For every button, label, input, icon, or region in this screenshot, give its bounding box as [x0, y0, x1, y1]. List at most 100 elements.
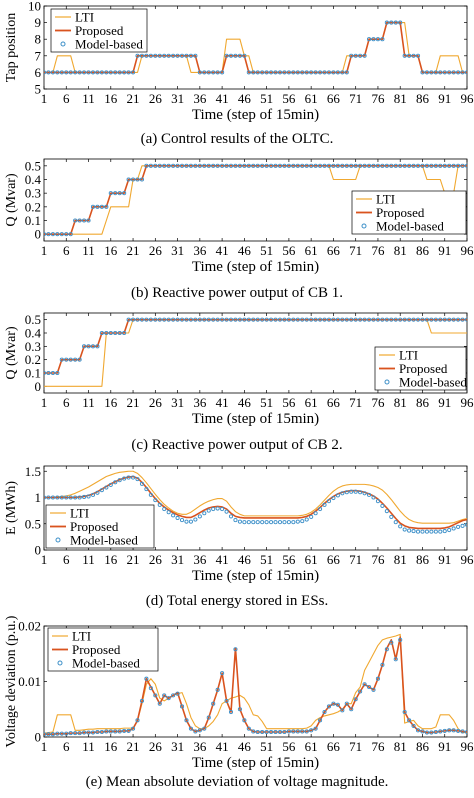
x-tick-label: 1	[41, 395, 48, 410]
x-tick-label: 86	[416, 552, 430, 567]
x-tick-label: 16	[104, 739, 118, 754]
data-point-model-based	[371, 687, 376, 692]
data-point-model-based	[326, 317, 332, 322]
data-point-model-based	[442, 70, 447, 75]
data-point-model-based	[104, 330, 109, 336]
data-point-model-based	[242, 520, 247, 525]
data-point-model-based	[44, 732, 47, 737]
series-group	[44, 20, 467, 75]
data-point-model-based	[260, 317, 265, 322]
data-point-model-based	[353, 697, 358, 702]
data-point-model-based	[366, 163, 372, 168]
data-point-model-based	[224, 509, 229, 514]
legend-label: Model-based	[75, 37, 143, 52]
data-point-model-based	[144, 53, 149, 58]
y-tick-label: 1	[35, 490, 42, 505]
data-point-model-based	[442, 529, 447, 534]
x-tick-label: 96	[461, 739, 474, 754]
data-point-model-based	[175, 515, 180, 521]
data-point-model-based	[433, 317, 438, 322]
data-point-model-based	[273, 520, 278, 525]
data-point-model-based	[322, 502, 327, 507]
chart-panel-4: 1 6 11 16 21 26 31 36 41 46 51 56 61 66 71 76 81 86 91 9600…	[4, 464, 474, 609]
data-point-model-based	[269, 317, 274, 322]
x-tick-label: 36	[193, 395, 207, 410]
data-point-model-based	[407, 718, 412, 723]
data-point-model-based	[273, 317, 278, 322]
data-point-model-based	[59, 70, 64, 75]
data-point-model-based	[300, 729, 305, 734]
data-point-model-based	[99, 70, 104, 75]
y-tick-label: 0.02	[18, 619, 41, 634]
data-point-model-based	[433, 729, 438, 735]
data-point-model-based	[73, 495, 78, 500]
chart-panel-1: 1 6 11 16 21 26 31 36 41 46 51 56 61 66 71 76 81 86 91 9656…	[4, 0, 474, 147]
data-point-model-based	[393, 657, 398, 662]
data-point-model-based	[464, 729, 467, 735]
data-point-model-based	[90, 204, 96, 209]
x-tick-label: 46	[238, 91, 252, 106]
y-tick-label: 0.5	[25, 516, 41, 531]
data-point-model-based	[220, 317, 225, 322]
data-point-model-based	[411, 163, 416, 168]
data-point-model-based	[318, 70, 323, 75]
x-tick-label: 81	[394, 395, 407, 410]
data-point-model-based	[291, 729, 296, 734]
data-point-model-based	[175, 317, 180, 322]
data-point-model-based	[304, 517, 309, 522]
data-point-model-based	[282, 729, 287, 735]
y-tick-label: 0.4	[25, 172, 42, 187]
data-point-model-based	[50, 70, 55, 75]
x-tick-label: 11	[82, 243, 95, 258]
x-tick-label: 41	[216, 243, 229, 258]
data-point-model-based	[95, 70, 100, 75]
data-point-model-based	[393, 20, 398, 25]
x-tick-label: 66	[327, 91, 341, 106]
data-point-model-based	[429, 70, 434, 75]
data-point-model-based	[99, 204, 104, 209]
data-point-model-based	[371, 495, 376, 500]
data-point-model-based	[389, 640, 394, 645]
x-tick-label: 16	[104, 91, 118, 106]
data-point-model-based	[148, 686, 153, 691]
data-point-model-based	[242, 317, 247, 322]
data-point-model-based	[68, 232, 73, 237]
data-point-model-based	[46, 70, 51, 75]
data-point-model-based	[366, 37, 372, 42]
data-point-model-based	[242, 163, 247, 168]
data-point-model-based	[50, 732, 55, 737]
data-point-model-based	[104, 729, 109, 734]
data-point-model-based	[313, 317, 318, 322]
y-tick-label: 0.3	[25, 186, 41, 201]
data-point-model-based	[242, 718, 247, 723]
data-point-model-based	[353, 53, 358, 58]
panel-caption: (c) Reactive power output of CB 2.	[131, 437, 342, 453]
data-point-model-based	[171, 163, 176, 168]
data-point-model-based	[215, 317, 220, 322]
x-axis-label: Time (step of 15min)	[192, 568, 319, 584]
data-point-model-based	[135, 53, 140, 58]
data-point-model-based	[331, 495, 336, 501]
data-point-model-based	[220, 506, 225, 512]
data-point-model-based	[451, 70, 456, 75]
data-point-model-based	[300, 519, 305, 524]
x-tick-label: 76	[371, 91, 385, 106]
data-point-model-based	[291, 520, 296, 525]
data-point-model-based	[447, 70, 452, 75]
data-point-model-based	[442, 728, 447, 733]
data-point-model-based	[228, 514, 234, 519]
data-point-model-based	[424, 730, 429, 735]
legend-label: Model-based	[70, 533, 138, 548]
data-point-model-based	[438, 529, 443, 534]
data-point-model-based	[358, 317, 363, 322]
data-point-model-based	[202, 317, 207, 322]
y-axis-label: Tap position	[4, 13, 19, 82]
data-point-model-based	[73, 70, 78, 75]
data-point-model-based	[366, 685, 372, 690]
data-point-model-based	[55, 370, 60, 376]
data-point-model-based	[340, 317, 345, 322]
data-point-model-based	[398, 163, 403, 168]
x-tick-label: 96	[461, 395, 474, 410]
